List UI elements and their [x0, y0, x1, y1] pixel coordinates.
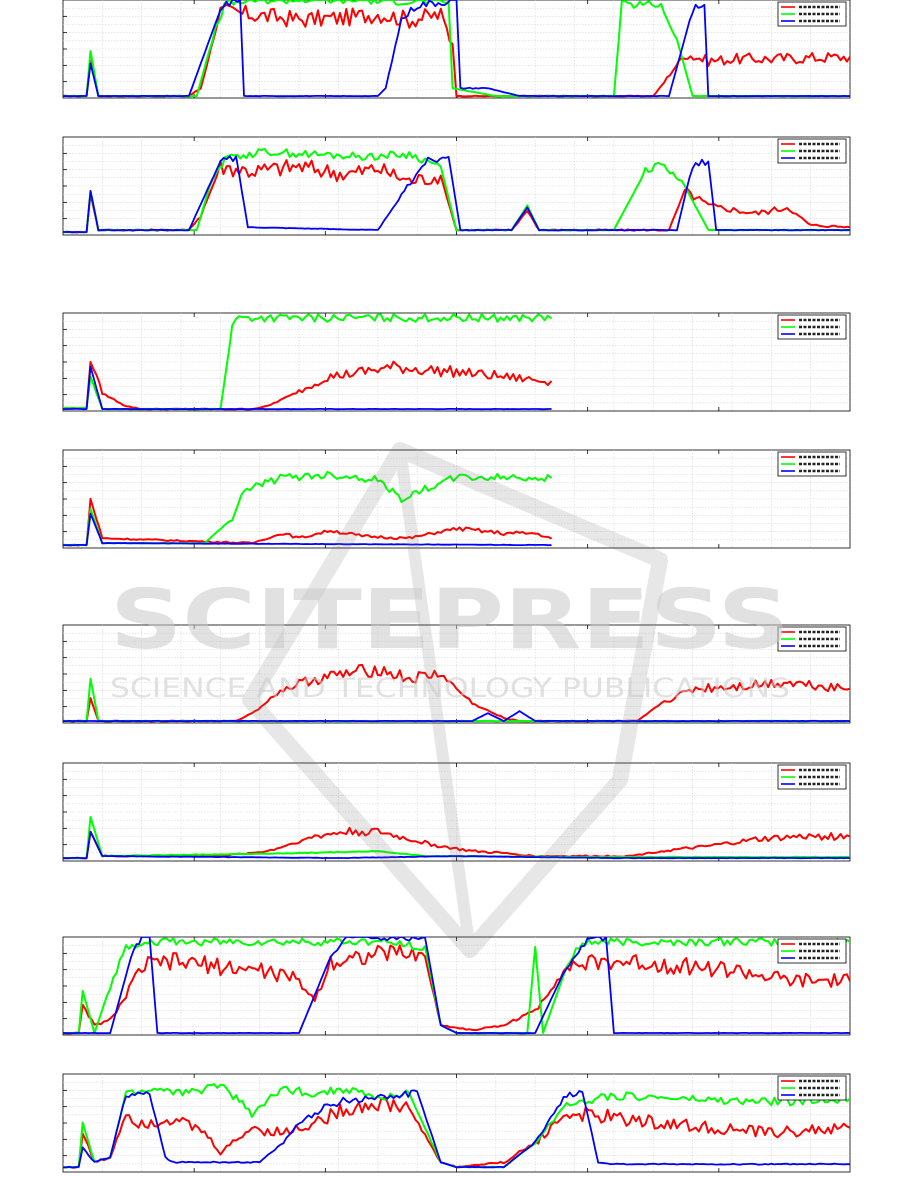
chart-panel — [62, 449, 851, 549]
series-line-blue — [63, 512, 552, 547]
legend — [777, 1075, 847, 1101]
chart-panel — [62, 762, 851, 862]
legend-box — [777, 626, 847, 652]
series-line-red — [63, 497, 552, 547]
series-line-red — [63, 826, 850, 860]
series-line-red — [63, 944, 850, 1035]
legend — [777, 938, 847, 964]
chart-panel — [62, 1073, 851, 1173]
legend — [777, 1, 847, 27]
series-line-blue — [63, 155, 850, 234]
chart-panel — [62, 312, 851, 412]
series-line-red — [63, 4, 850, 98]
series-line-blue — [63, 365, 552, 411]
series-line-blue — [63, 937, 850, 1035]
legend — [777, 314, 847, 340]
chart-panel — [62, 0, 851, 99]
chart-panel — [62, 936, 851, 1036]
chart-panels — [62, 0, 851, 1173]
legend-box — [777, 314, 847, 340]
legend-box — [777, 938, 847, 964]
legend — [777, 138, 847, 164]
chart-panel — [62, 136, 851, 236]
legend — [777, 764, 847, 790]
series-line-blue — [63, 830, 850, 860]
series-line-blue — [63, 0, 850, 98]
series-line-blue — [63, 710, 850, 723]
chart-panel — [62, 624, 851, 724]
series-line-blue — [63, 1089, 850, 1169]
legend — [777, 451, 847, 477]
legend — [777, 626, 847, 652]
